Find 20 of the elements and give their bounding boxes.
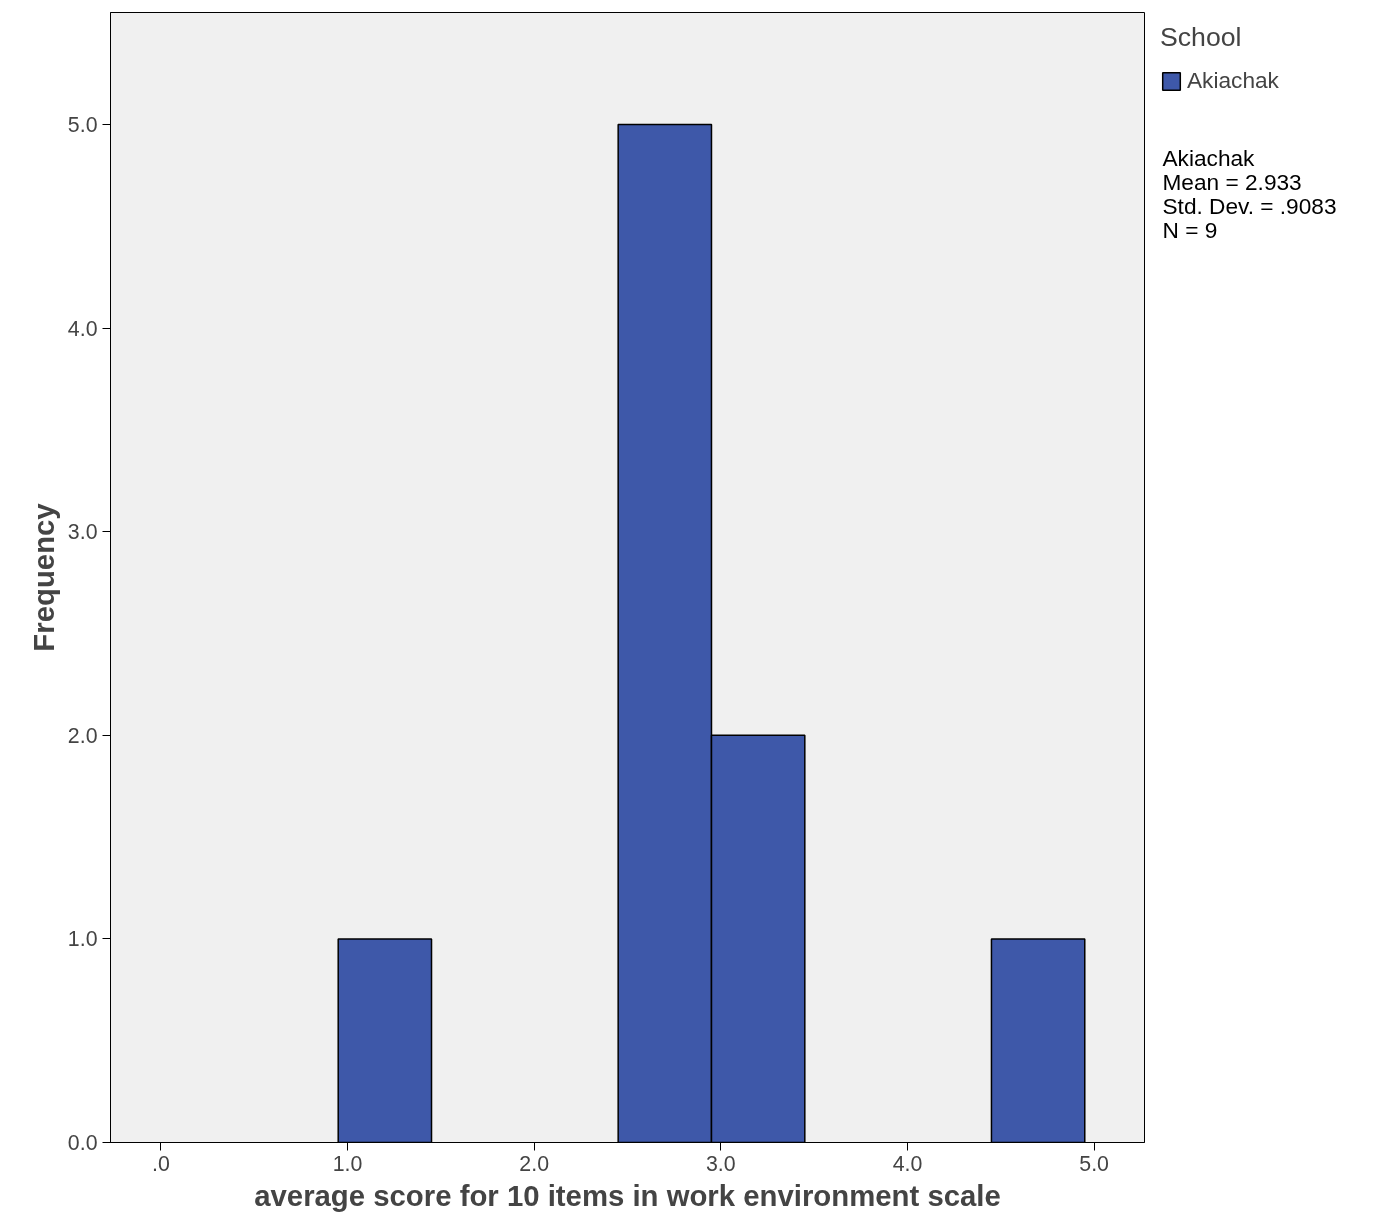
- y-tick-label: 1.0: [67, 927, 98, 952]
- y-tick-label: 0.0: [67, 1131, 98, 1155]
- x-tick-label: 3.0: [706, 1151, 736, 1176]
- x-tick-label: 5.0: [1079, 1151, 1110, 1176]
- x-tick-label: .0: [152, 1151, 170, 1176]
- x-tick-label: 4.0: [892, 1151, 923, 1176]
- y-tick-label: 2.0: [67, 723, 98, 748]
- legend-title: School: [1160, 22, 1243, 53]
- legend-label: Akiachak: [1187, 67, 1279, 94]
- text: Akiachak: [1162, 144, 1256, 171]
- y-tick-label: 4.0: [67, 316, 98, 341]
- text: Mean = 2.933: [1162, 168, 1302, 195]
- x-axis-title: average score for 10 items in work environment scale: [254, 1178, 1001, 1212]
- text: Std. Dev. = .9083: [1162, 193, 1337, 220]
- text: N = 9: [1162, 217, 1218, 244]
- y-tick-label: 5.0: [67, 112, 98, 137]
- y-tick-label: 3.0: [67, 520, 98, 545]
- x-tick-label: 2.0: [519, 1151, 550, 1176]
- y-axis-title: Frequency: [26, 502, 60, 652]
- x-tick-label: 1.0: [332, 1151, 363, 1176]
